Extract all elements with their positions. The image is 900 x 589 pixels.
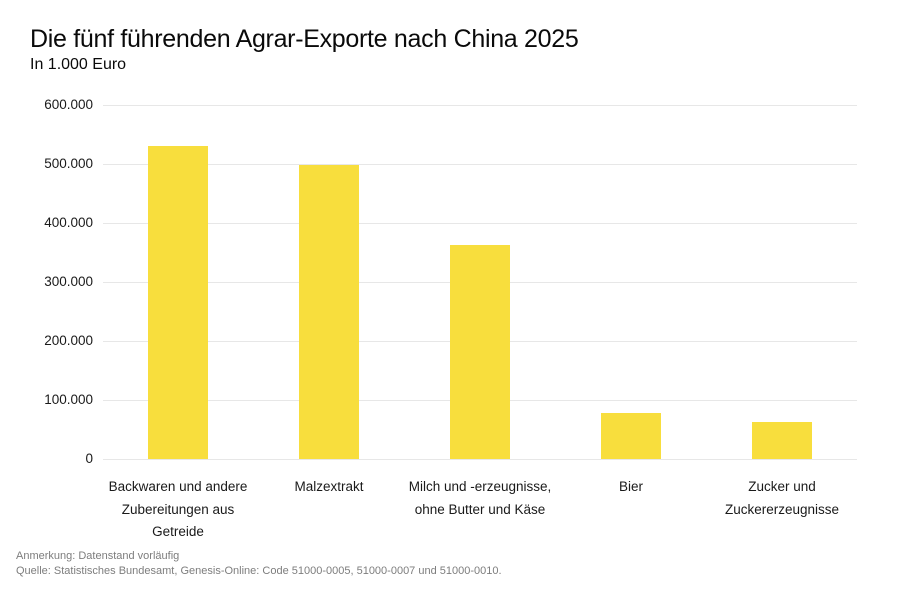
footer-source: Quelle: Statistisches Bundesamt, Genesis… — [16, 564, 502, 577]
x-axis-label-line: Zucker und — [748, 479, 816, 494]
y-axis-tick-label: 400.000 — [44, 215, 93, 230]
x-axis-category-label: Bier — [541, 476, 721, 499]
x-axis-category-label: Malzextrakt — [239, 476, 419, 499]
chart-subtitle: In 1.000 Euro — [30, 56, 127, 73]
bar-5 — [752, 422, 812, 459]
x-axis-category-label: Milch und -erzeugnisse, ohne Butter und K… — [390, 476, 570, 521]
x-axis-label-line: Zuckererzeugnisse — [724, 501, 840, 517]
x-axis-label-line: Zubereitungen aus — [121, 501, 235, 517]
y-axis-tick-label: 100.000 — [44, 392, 93, 407]
bar-2 — [299, 165, 359, 459]
y-axis-tick-label: 600.000 — [44, 97, 93, 112]
gridline — [103, 459, 857, 460]
x-axis-label-line: Malzextrakt — [294, 479, 364, 494]
y-axis-tick-label: 0 — [85, 451, 93, 466]
gridline — [103, 164, 857, 165]
x-axis-label-line: Getreide — [152, 524, 204, 539]
bar-chart-plot-area — [103, 105, 857, 460]
gridline — [103, 223, 857, 224]
y-axis-tick-label: 200.000 — [44, 333, 93, 348]
x-axis-label-line: Backwaren und andere — [108, 479, 248, 494]
y-axis-tick-label: 500.000 — [44, 156, 93, 171]
chart-footer: Anmerkung: Datenstand vorläufig Quelle: … — [16, 549, 502, 578]
x-axis-category-label: Backwaren und andere Zubereitungen aus Get… — [88, 476, 268, 544]
gridline — [103, 105, 857, 106]
x-axis-label-line: Bier — [618, 479, 643, 494]
x-axis-label-line: Milch und -erzeugnisse, — [408, 479, 552, 494]
bar-1 — [148, 146, 208, 459]
y-axis-tick-label: 300.000 — [44, 274, 93, 289]
footer-note: Anmerkung: Datenstand vorläufig — [16, 550, 180, 562]
x-axis-category-label: Zucker und Zuckererzeugnisse — [692, 476, 872, 521]
chart-title: Die fünf führenden Agrar-Exporte nach Ch… — [30, 25, 579, 53]
x-axis-label-line: ohne Butter und Käse — [414, 501, 546, 517]
bar-3 — [450, 245, 510, 459]
bar-4 — [601, 413, 661, 459]
